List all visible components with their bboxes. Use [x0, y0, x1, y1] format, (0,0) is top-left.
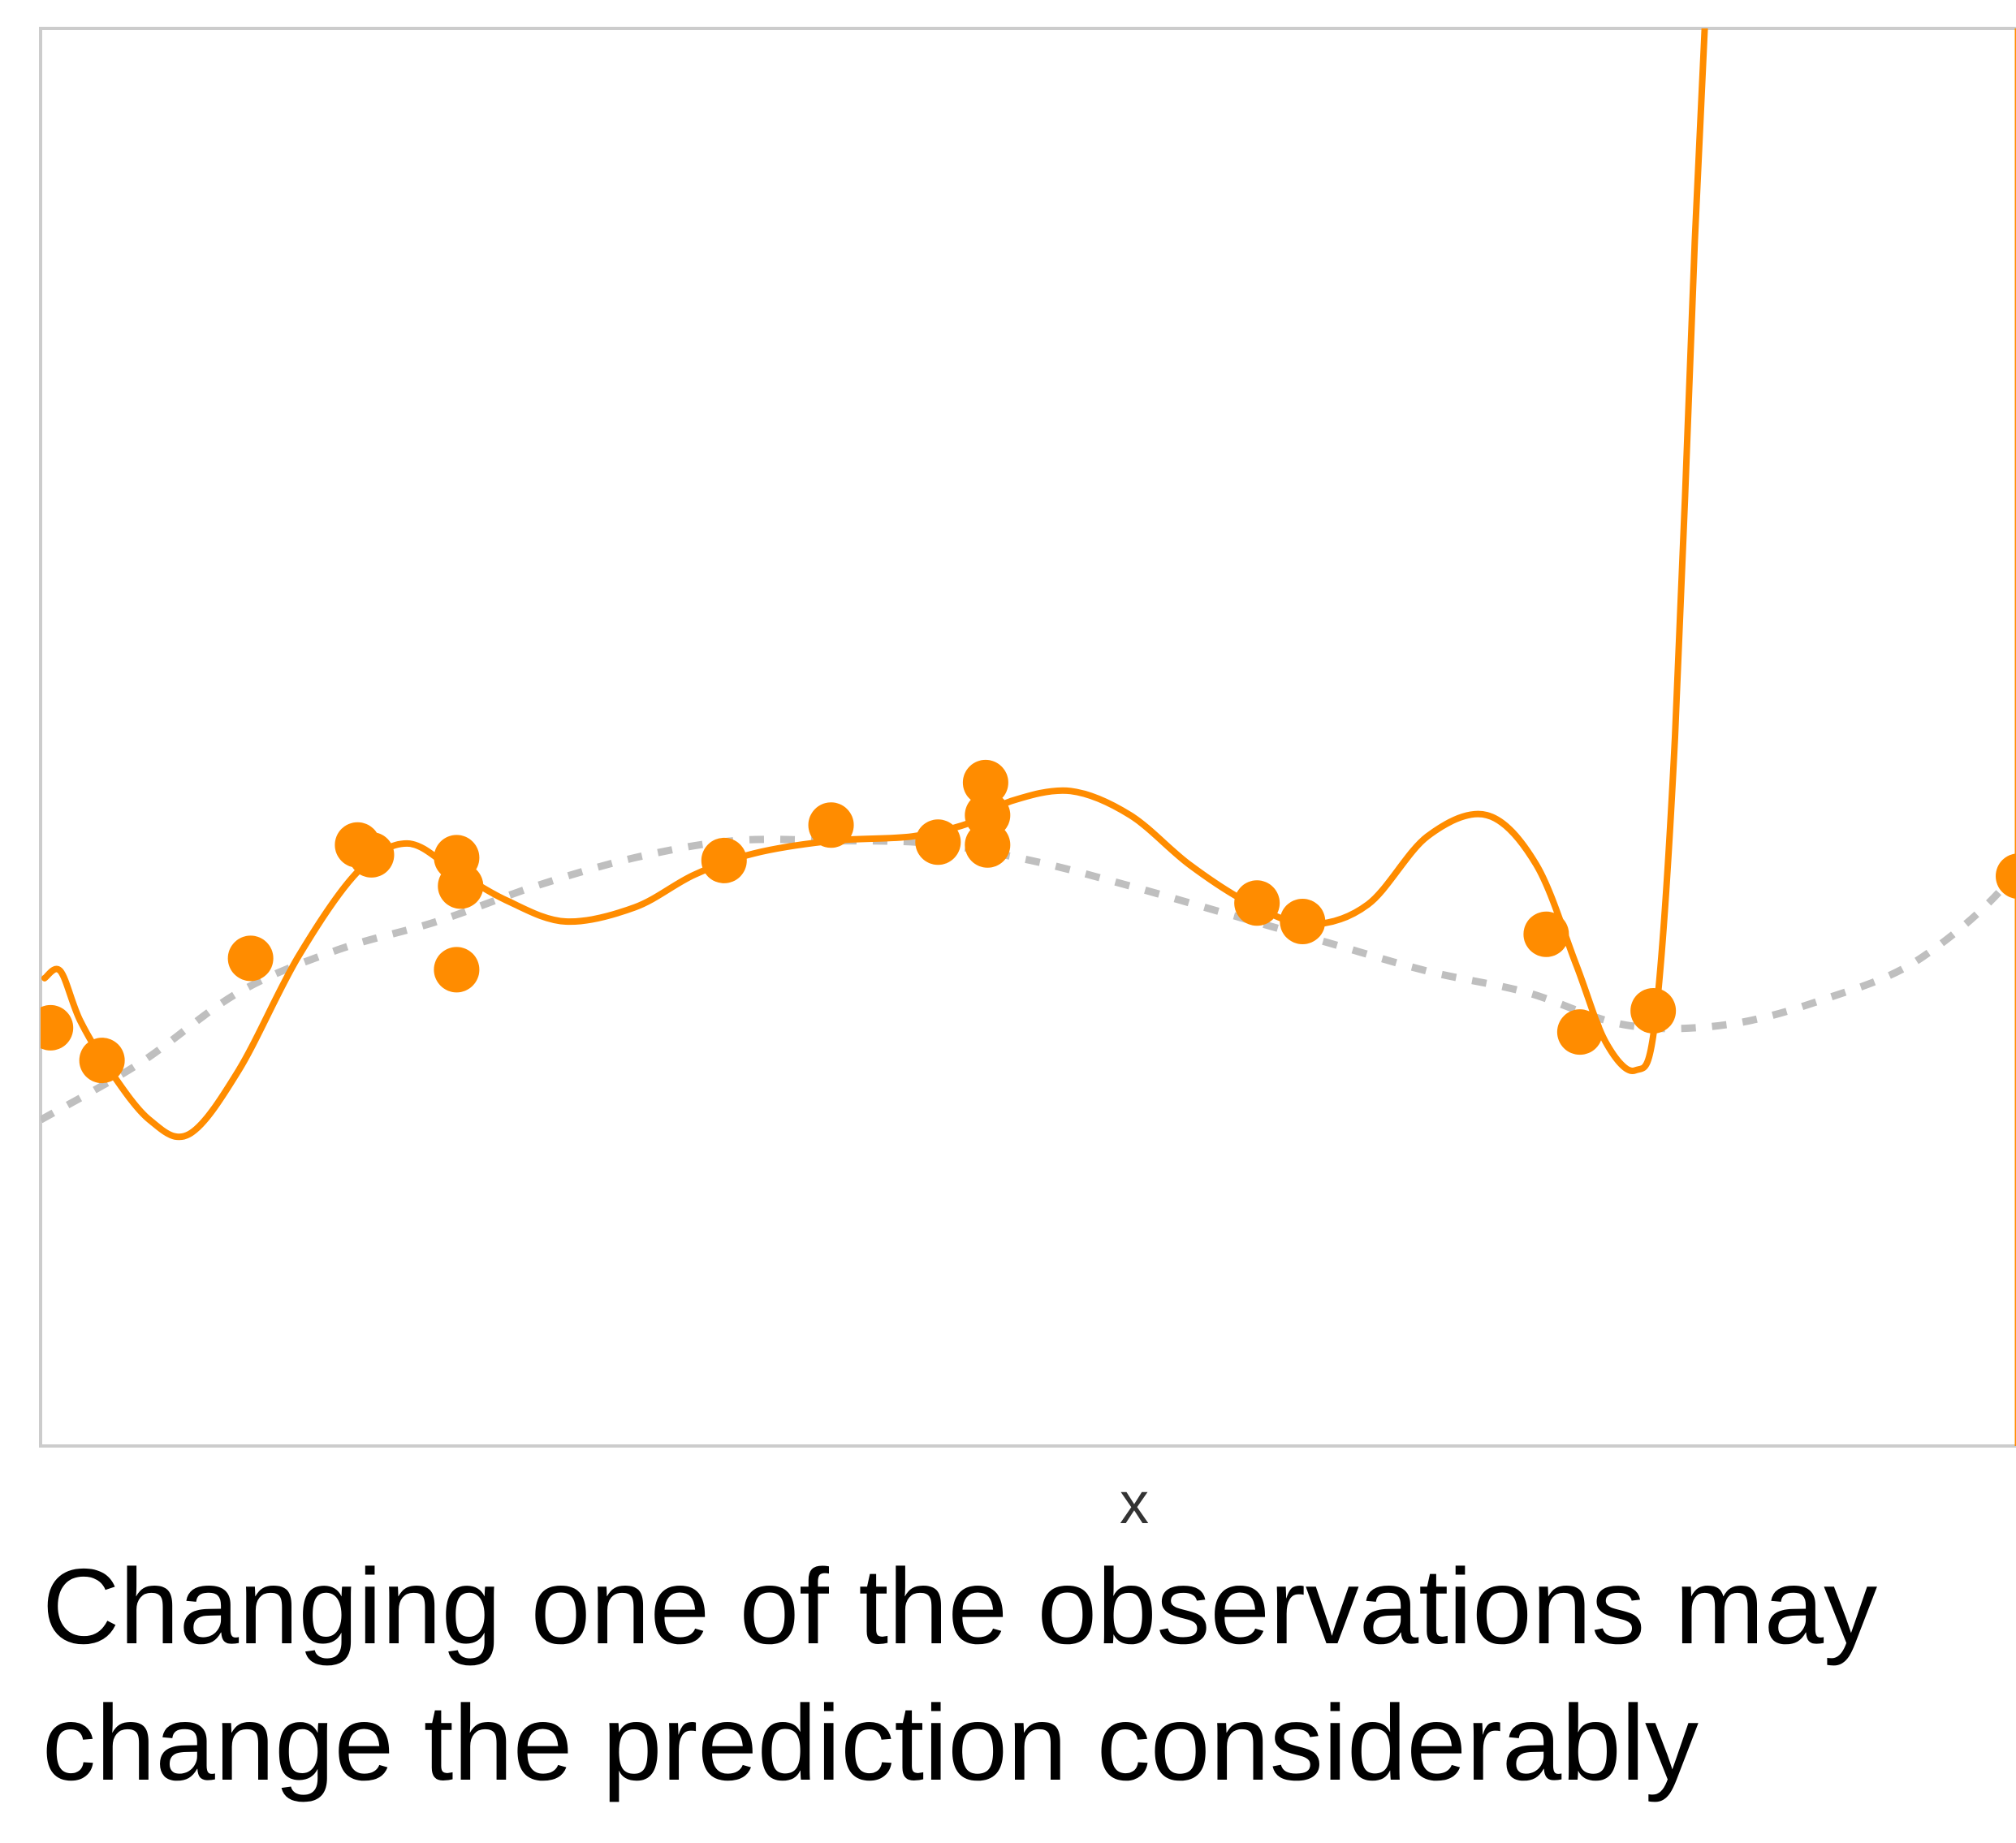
observation-point: [434, 947, 480, 993]
observation-point: [41, 1004, 74, 1051]
observation-point: [79, 1038, 125, 1084]
observation-point: [915, 819, 961, 865]
observation-point: [348, 831, 395, 878]
observation-point: [1523, 911, 1569, 957]
observation-point: [1556, 1009, 1603, 1055]
observation-point: [701, 837, 747, 883]
observation-point: [965, 822, 1011, 868]
observation-point: [1996, 853, 2016, 899]
observation-point: [1630, 987, 1677, 1034]
observation-point: [227, 935, 274, 982]
observation-point: [438, 863, 484, 909]
caption-line-2: change the prediction considerably: [42, 1683, 1699, 1802]
polynomial-fit-line: [41, 28, 1708, 1141]
plot-frame: [39, 27, 2016, 1448]
true-function-line: [41, 835, 2016, 1124]
observation-point: [1234, 880, 1280, 926]
x-axis-label: x: [1120, 1471, 1149, 1536]
caption-line-1: Changing one of the observations may: [42, 1547, 1878, 1666]
slide-caption: Changing one of the observations may cha…: [42, 1539, 2007, 1811]
observation-point: [1280, 898, 1326, 944]
observation-point: [808, 802, 854, 848]
observation-point: [962, 759, 1008, 805]
